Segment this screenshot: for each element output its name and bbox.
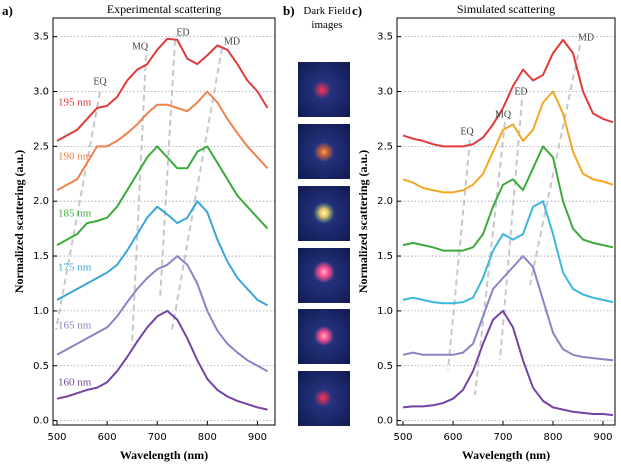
- y-tick-label: 2.5: [377, 141, 393, 152]
- particle: [314, 389, 332, 407]
- guide-line: [55, 91, 101, 331]
- guide-line: [159, 39, 176, 301]
- guide-line: [474, 121, 506, 396]
- x-tick-label: 900: [593, 432, 612, 443]
- plot-frame: [52, 17, 276, 426]
- series-line: [56, 37, 269, 142]
- y-tick-label: 0.0: [33, 416, 49, 427]
- x-tick-label: 900: [248, 432, 267, 443]
- series-line: [56, 309, 268, 411]
- y-tick-label: 2.0: [33, 196, 49, 207]
- x-axis-title: Wavelength (nm): [462, 448, 550, 462]
- dark-field-panel: b) Dark Field images: [283, 3, 351, 426]
- x-tick-label: 500: [47, 432, 66, 443]
- guide-line: [447, 139, 471, 371]
- dark-field-title: Dark Field images: [303, 5, 351, 31]
- annotation: EQ: [460, 126, 474, 137]
- series-line: [402, 309, 614, 417]
- annotation: ED: [176, 27, 189, 38]
- x-tick-label: 800: [198, 432, 217, 443]
- particle: [313, 261, 335, 283]
- series-label: 190 nm: [58, 151, 92, 163]
- series-line: [56, 145, 269, 246]
- y-axis-title: Normalized scattering (a.u.): [356, 150, 370, 293]
- y-tick-label: 3.0: [377, 87, 393, 98]
- guide-line: [499, 99, 523, 361]
- y-tick-label: 0.0: [377, 416, 393, 427]
- x-axis-title: Wavelength (nm): [120, 448, 208, 462]
- x-tick-label: 600: [98, 432, 117, 443]
- panel-label: a): [2, 3, 13, 18]
- y-tick-label: 1.0: [33, 306, 49, 317]
- particle: [314, 142, 334, 162]
- y-tick-label: 1.5: [377, 251, 393, 262]
- series-label: 185 nm: [58, 208, 92, 220]
- x-tick-label: 800: [543, 432, 562, 443]
- y-tick-label: 0.5: [377, 361, 393, 372]
- chart-title: Experimental scattering: [107, 2, 221, 16]
- series-label: 195 nm: [58, 97, 92, 109]
- x-tick-label: 600: [443, 432, 462, 443]
- series-line: [402, 200, 614, 305]
- y-tick-label: 1.0: [377, 306, 393, 317]
- guide-line: [171, 47, 223, 331]
- annotation: ED: [514, 86, 527, 97]
- y-tick-label: 0.5: [33, 361, 49, 372]
- y-axis-title: Normalized scattering (a.u.): [12, 150, 26, 293]
- y-tick-label: 2.0: [377, 196, 393, 207]
- x-tick-label: 500: [393, 432, 412, 443]
- particle: [313, 202, 335, 224]
- chart-title: Simulated scattering: [457, 2, 555, 16]
- x-tick-label: 700: [148, 432, 167, 443]
- guide-line: [131, 54, 147, 346]
- series-line: [56, 255, 268, 373]
- x-tick-label: 700: [493, 432, 512, 443]
- series-line: [56, 90, 269, 192]
- annotation: MD: [578, 32, 594, 43]
- series-label: 165 nm: [58, 320, 92, 332]
- series-line: [402, 90, 614, 194]
- annotation: MD: [224, 36, 240, 47]
- series-line: [402, 255, 614, 362]
- y-tick-label: 3.5: [377, 32, 393, 43]
- panel-label: c): [352, 3, 362, 18]
- plot-frame: [396, 17, 616, 426]
- series-label: 160 nm: [58, 377, 92, 389]
- series-label: 175 nm: [58, 262, 92, 274]
- y-tick-label: 3.0: [33, 87, 49, 98]
- y-tick-label: 1.5: [33, 251, 49, 262]
- y-tick-label: 2.5: [33, 141, 49, 152]
- annotation: EQ: [93, 76, 107, 87]
- annotation: MQ: [132, 41, 149, 52]
- particle: [314, 326, 334, 346]
- annotation: MQ: [495, 109, 512, 120]
- series-line: [402, 145, 614, 252]
- y-tick-label: 3.5: [33, 32, 49, 43]
- panel-label: b): [283, 3, 295, 18]
- series-line: [56, 200, 268, 307]
- particle: [313, 81, 331, 99]
- series-line: [402, 38, 614, 148]
- dark-field-title-box: Dark Field images: [303, 5, 351, 31]
